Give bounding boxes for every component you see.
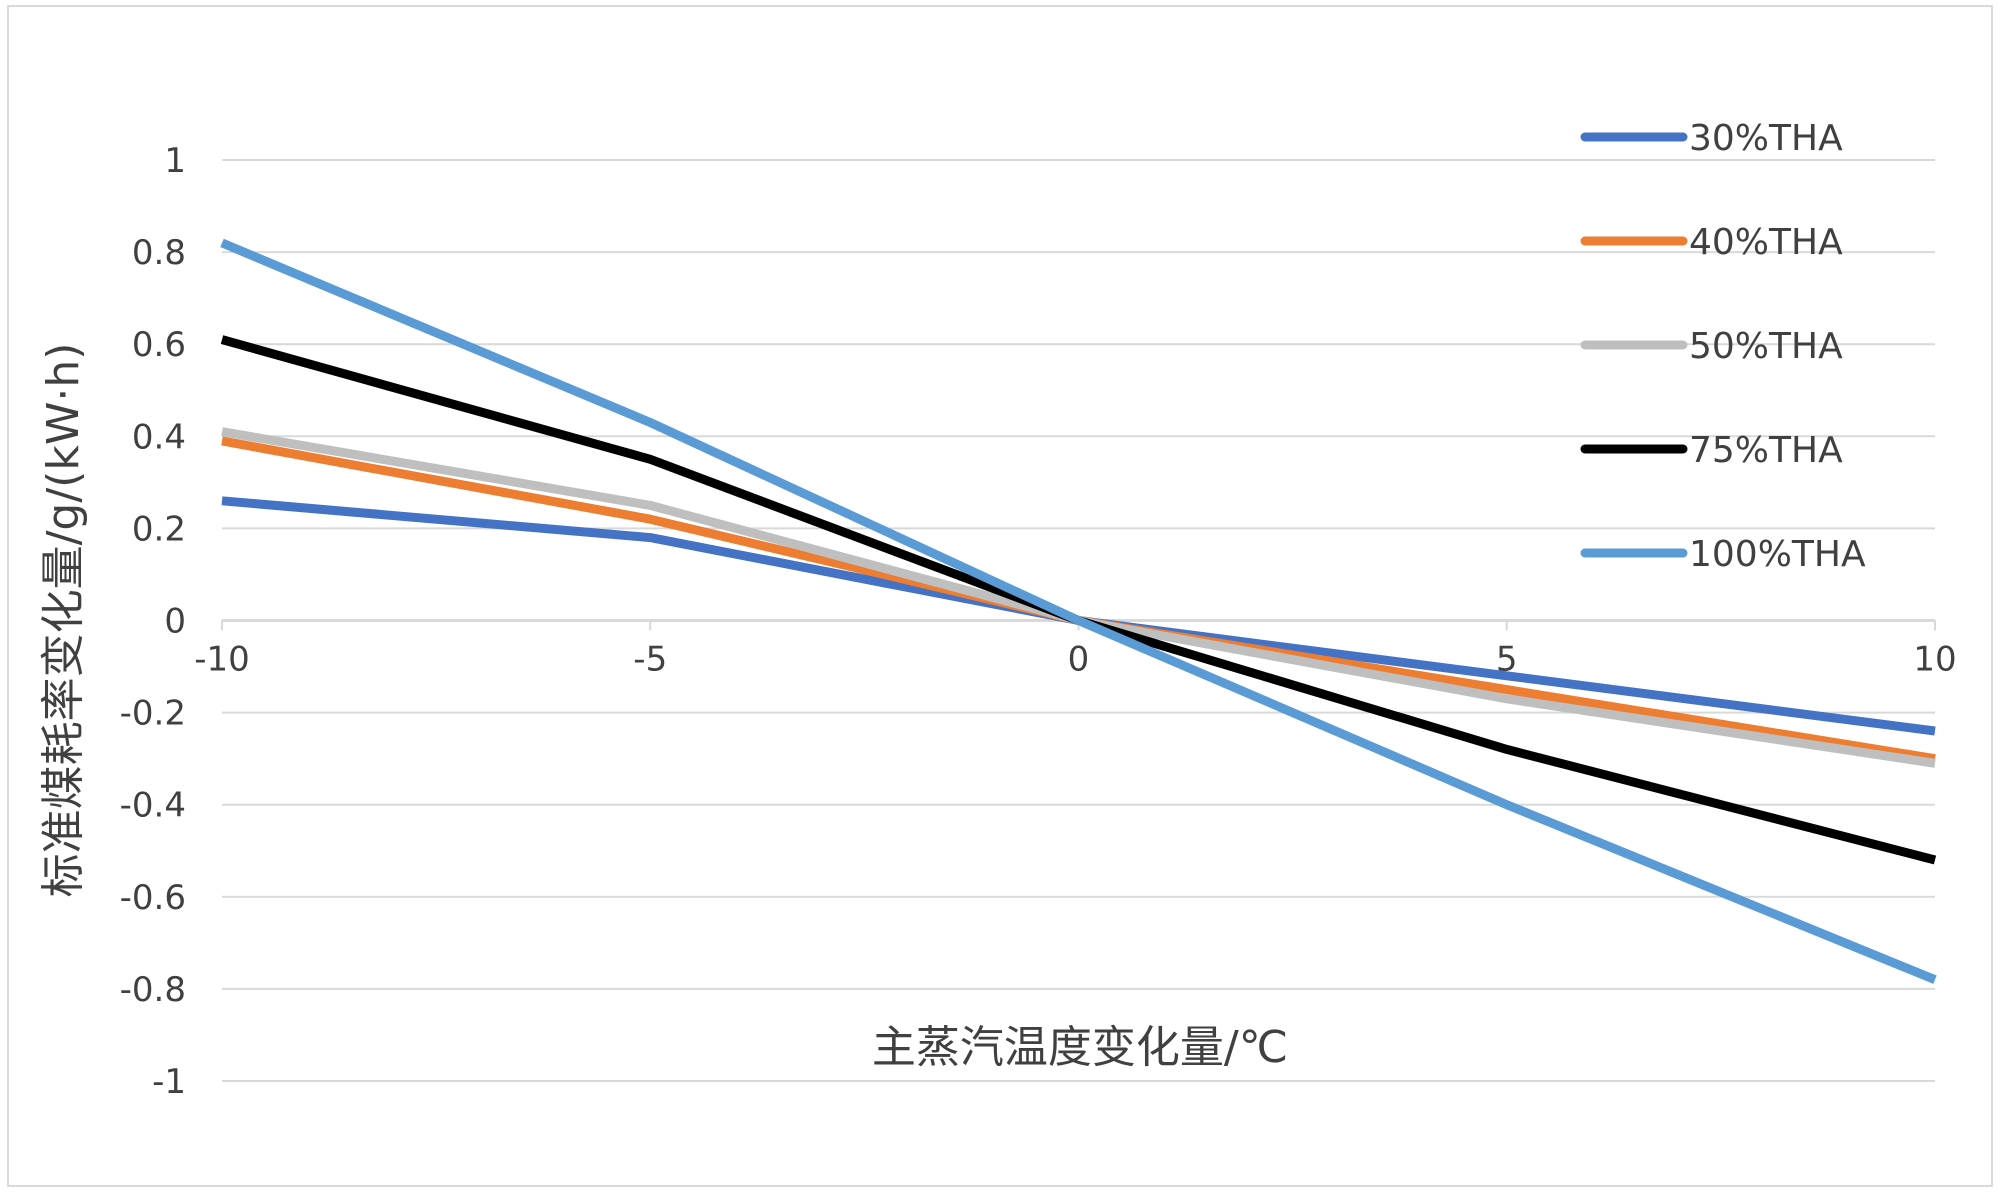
legend-label: 75%THA (1689, 430, 1843, 471)
legend-label: 50%THA (1689, 326, 1843, 367)
x-tick-label: -5 (633, 640, 667, 680)
series-lines (220, 238, 1937, 984)
x-axis-title: 主蒸汽温度变化量/℃ (872, 1022, 1288, 1073)
y-axis-title: 标准煤耗率变化量/g/(kW·h) (38, 343, 89, 898)
y-tick-label: -0.2 (120, 694, 186, 734)
series-line-100%THA (220, 238, 1937, 984)
y-tick-label: 0.8 (132, 233, 186, 273)
y-tick-label: 0 (164, 602, 186, 642)
y-tick-label: -1 (152, 1062, 186, 1102)
legend-label: 30%THA (1689, 118, 1843, 159)
y-tick-label: -0.6 (120, 878, 186, 918)
legend-label: 40%THA (1689, 222, 1843, 263)
x-tick-label: 0 (1068, 640, 1090, 680)
legend-label: 100%THA (1689, 534, 1866, 575)
x-tick-label: 5 (1496, 640, 1518, 680)
legend: 30%THA 40%THA 50%THA 75%THA 100%THA (1580, 118, 1866, 575)
y-tick-label: 1 (164, 141, 186, 181)
y-axis-ticks: 1 0.8 0.6 0.4 0.2 0 -0.2 -0.4 -0.6 -0.8 -1 (120, 141, 186, 1102)
x-tick-label: 10 (1913, 640, 1956, 680)
y-tick-label: 0.4 (132, 417, 186, 457)
y-tick-label: -0.8 (120, 970, 186, 1010)
x-axis-ticks: -10 -5 0 5 10 (194, 640, 1956, 680)
y-tick-label: 0.6 (132, 325, 186, 365)
x-tick-label: -10 (194, 640, 250, 680)
y-tick-label: -0.4 (120, 786, 186, 826)
y-tick-label: 0.2 (132, 509, 186, 549)
